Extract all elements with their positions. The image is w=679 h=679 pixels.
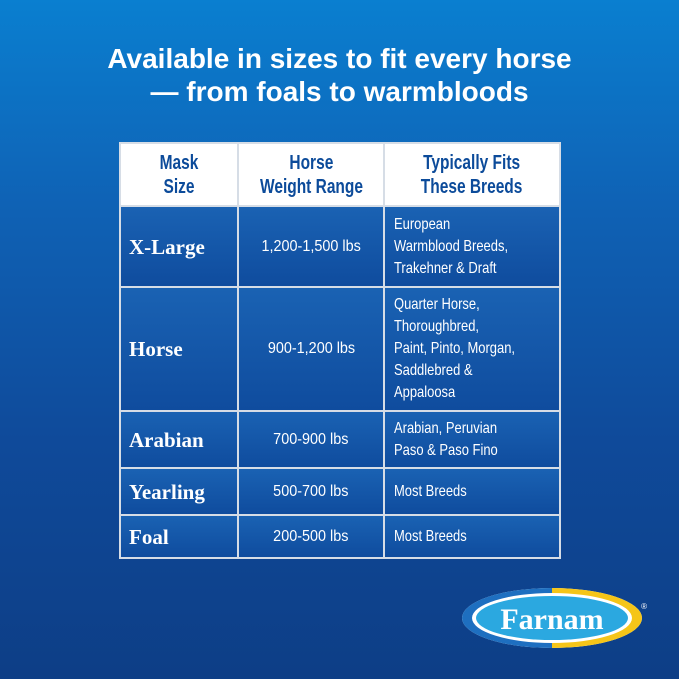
weight-range-cell: 200-500 lbs [237,514,385,559]
table-row: Yearling 500-700 lbs Most Breeds [119,467,561,516]
header-mask-size: Mask Size [119,142,239,207]
breeds-cell: European Warmblood Breeds, Trakehner & Dra… [383,205,561,288]
breeds-cell: Arabian, Peruvian Paso & Paso Fino [383,410,561,469]
mask-size-cell: Yearling [119,467,239,516]
registered-mark: ® [641,602,647,611]
mask-size-cell: Foal [119,514,239,559]
weight-range-cell: 700-900 lbs [237,410,385,469]
weight-range-cell: 900-1,200 lbs [237,286,385,412]
size-chart-table: Mask Size Horse Weight Range Typically Fit… [119,142,561,559]
table-header-row: Mask Size Horse Weight Range Typically Fit… [119,142,561,207]
mask-size-cell: X-Large [119,205,239,288]
table-row: Foal 200-500 lbs Most Breeds [119,514,561,559]
table-row: Arabian 700-900 lbs Arabian, Peruvian Paso … [119,410,561,469]
breeds-cell: Most Breeds [383,514,561,559]
breeds-cell: Most Breeds [383,467,561,516]
farnam-logo: Farnam ® [462,588,647,648]
table-row: Horse 900-1,200 lbs Quarter Horse, Thorough… [119,286,561,412]
header-breeds: Typically Fits These Breeds [383,142,561,207]
headline: Available in sizes to fit every horse — … [0,42,679,108]
weight-range-cell: 1,200-1,500 lbs [237,205,385,288]
breeds-cell: Quarter Horse, Thoroughbred, Paint, Pinto,… [383,286,561,412]
mask-size-cell: Horse [119,286,239,412]
table-row: X-Large 1,200-1,500 lbs European Warmblood … [119,205,561,288]
mask-size-cell: Arabian [119,410,239,469]
headline-line-1: Available in sizes to fit every horse [107,43,572,74]
logo-text: Farnam [500,603,603,636]
weight-range-cell: 500-700 lbs [237,467,385,516]
header-weight-range: Horse Weight Range [237,142,385,207]
headline-line-2: — from foals to warmbloods [150,76,529,107]
